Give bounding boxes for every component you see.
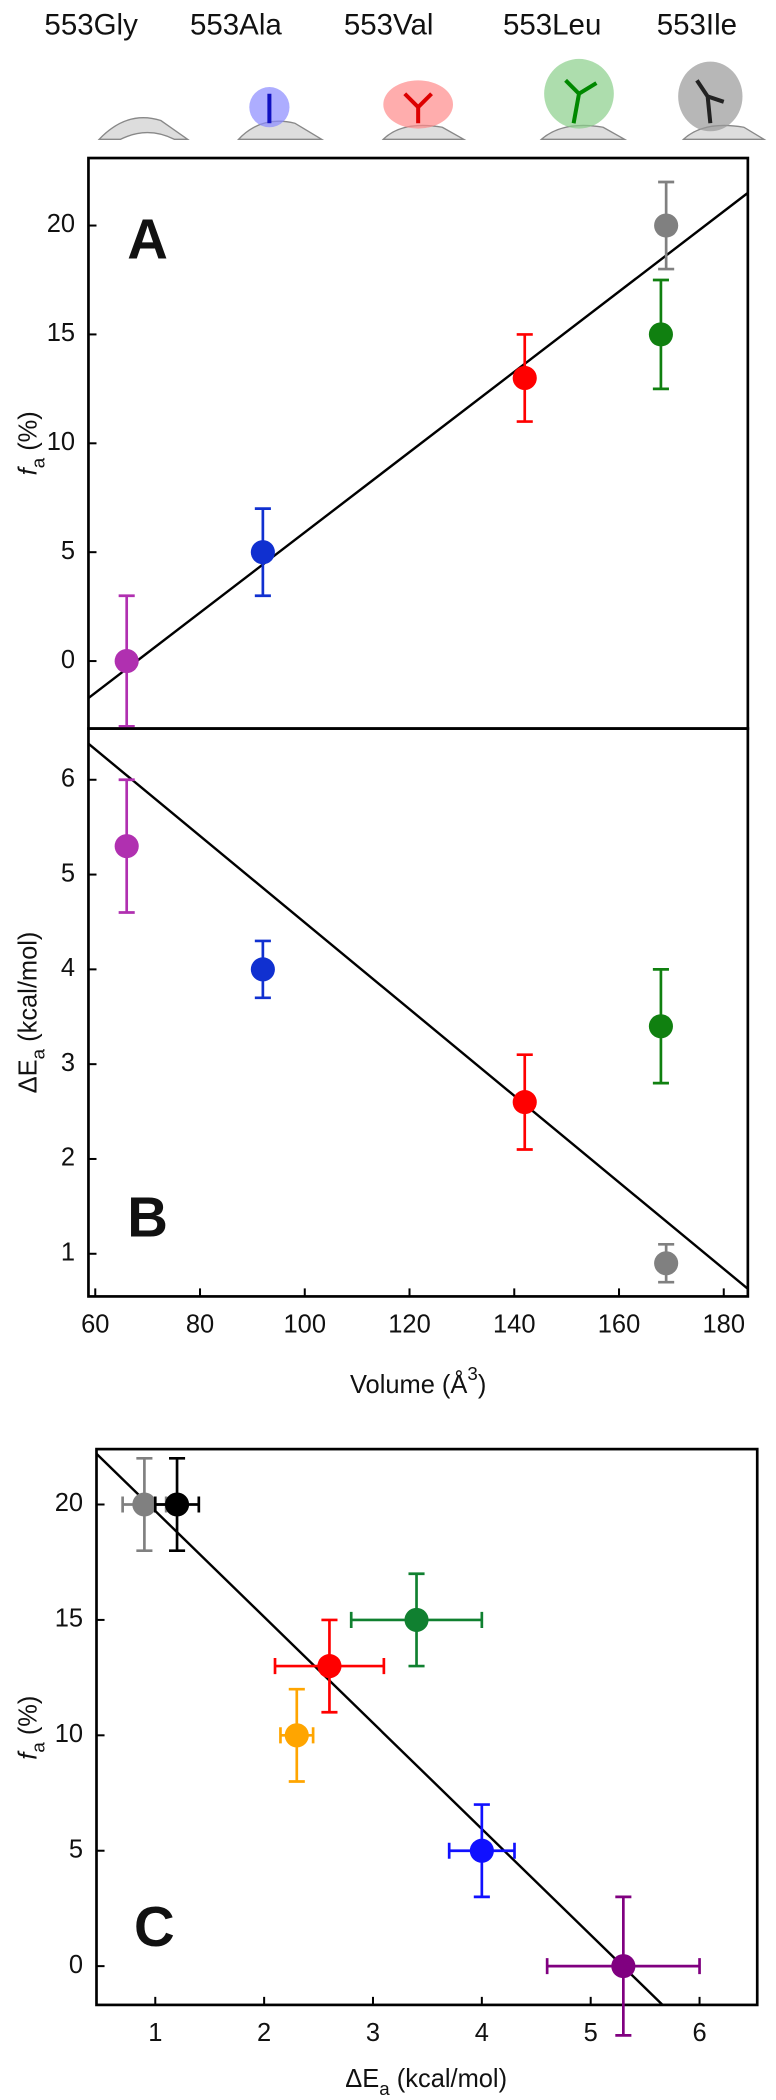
axis-label-part: a [28,457,49,468]
x-tick-label: 1 [148,2019,162,2047]
point [250,957,275,982]
x-tick-label: 5 [584,2019,598,2047]
x-tick-label: 3 [366,2019,380,2047]
point [317,1654,342,1679]
x-tick-label: 140 [493,1311,535,1339]
point [648,322,673,347]
residue-label: 553Val [344,9,434,42]
point [404,1607,429,1632]
panel-letter: A [127,208,168,271]
point [132,1492,157,1517]
residue-label: 553Gly [44,9,138,42]
icon-ile-stick [695,79,725,124]
axis-label-part: ΔE [345,2065,379,2093]
fit-line [87,191,749,700]
axis-label-part: f [14,1750,42,1760]
point [114,649,139,674]
plot-frame [87,156,750,730]
x-tick-label: 80 [186,1311,214,1339]
axis-label-part: ) [478,1371,486,1399]
point [512,1090,537,1115]
axis-label-part: (%) [14,411,42,458]
icon-leu-stick [564,78,598,124]
y-tick-label: 20 [55,1489,83,1517]
residue-icons [97,58,767,140]
x-tick-label: 120 [388,1311,430,1339]
axis-label: Volume (Å3) [350,1364,486,1399]
y-tick-label: 0 [69,1951,83,1979]
point [114,834,139,859]
x-tick-label: 60 [81,1311,109,1339]
y-tick-label: 2 [61,1144,75,1172]
plot-frame [87,727,750,1298]
y-tick-label: 4 [61,954,75,982]
icon-gly [97,117,190,140]
fit-line [95,1452,664,2006]
residue-label: 553Ile [657,9,737,42]
axis-label: fa (%) [14,411,49,475]
axis-label-part: a [28,1048,49,1059]
y-tick-label: 10 [55,1720,83,1748]
y-tick-label: 0 [61,646,75,674]
point [648,1014,673,1039]
y-tick-label: 10 [47,428,75,456]
axis-label: ΔEa (kcal/mol) [345,2065,507,2100]
axis-label-part: (kcal/mol) [390,2065,507,2093]
axis-label-part: (%) [14,1696,42,1743]
axis-label-part: 3 [467,1364,477,1385]
point [164,1492,190,1517]
icon-val-stick [403,92,433,124]
axis-label-part: Volume (Å [350,1369,467,1399]
x-tick-label: 180 [703,1311,745,1339]
axis-label-part: a [28,1742,49,1753]
axis-label-part: ΔE [14,1059,42,1093]
y-tick-label: 5 [61,537,75,565]
point [611,1954,636,1979]
plot-frame [95,1447,759,2007]
y-tick-label: 15 [55,1605,83,1633]
y-tick-label: 5 [61,859,75,887]
x-tick-label: 100 [284,1311,326,1339]
fit-line [87,742,749,1290]
axis-label: ΔEa (kcal/mol) [14,932,49,1094]
y-tick-label: 3 [61,1049,75,1077]
point [654,1251,679,1276]
axis-label: fa (%) [14,1696,49,1760]
x-tick-label: 2 [257,2019,271,2047]
residue-label: 553Ala [190,9,282,42]
y-tick-label: 6 [61,764,75,792]
axis-label-part: (kcal/mol) [14,932,42,1049]
panel-letter: B [127,1185,168,1248]
residue-label: 553Leu [503,9,601,42]
x-tick-label: 160 [598,1311,640,1339]
point [512,365,537,391]
axis-label-part: f [14,465,42,475]
y-tick-label: 1 [61,1238,75,1266]
y-tick-label: 5 [69,1835,83,1863]
point [654,213,679,238]
y-tick-label: 15 [47,319,75,347]
point [469,1838,494,1863]
x-tick-label: 4 [475,2019,489,2047]
panel-letter: C [134,1895,175,1958]
point [284,1723,309,1748]
axis-label-part: a [379,2078,390,2099]
y-tick-label: 20 [47,210,75,238]
point [250,540,275,565]
x-tick-label: 6 [692,2019,706,2047]
